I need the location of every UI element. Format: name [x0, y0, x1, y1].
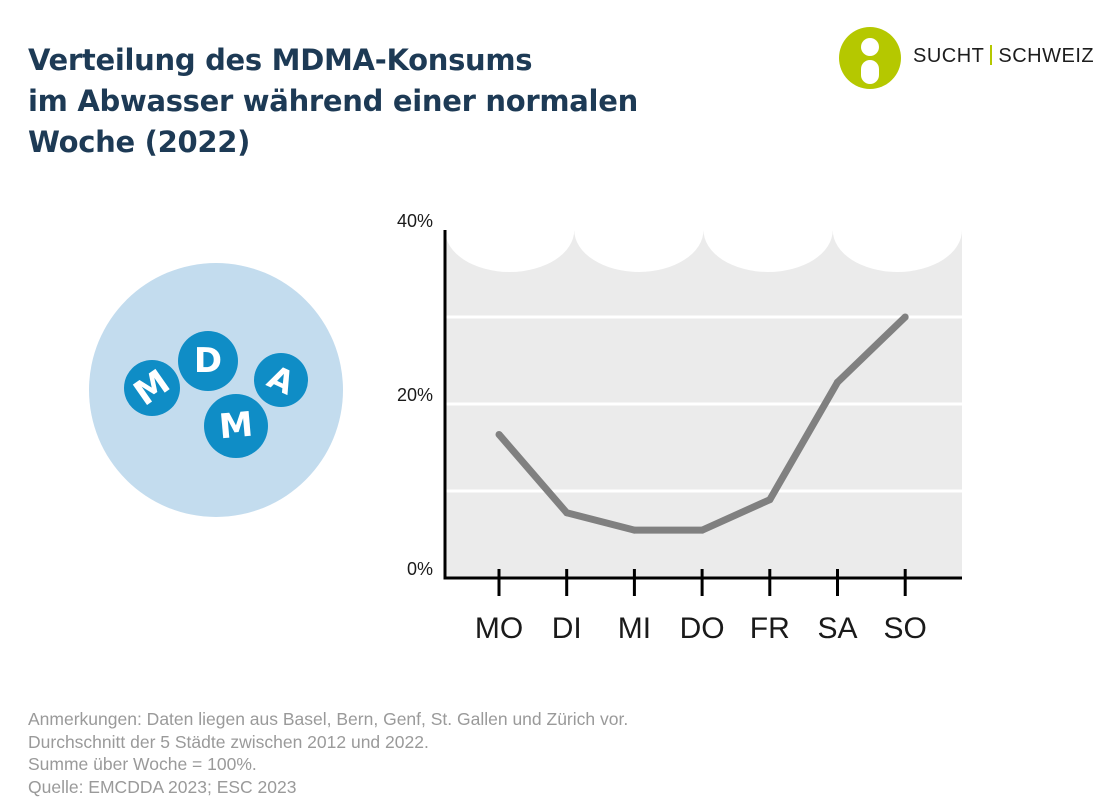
- gridlines: [445, 315, 962, 493]
- mdma-pills-illustration: M D A M: [89, 263, 343, 517]
- data-points: [495, 313, 909, 534]
- x-tick-label-do: DO: [680, 612, 725, 645]
- pill-background-circle: [89, 263, 343, 517]
- data-point-sa: [834, 378, 841, 386]
- data-point-so: [901, 313, 909, 321]
- title-line-2: im Abwasser während einer normalen: [28, 84, 638, 118]
- note-line-1: Anmerkungen: Daten liegen aus Basel, Ber…: [28, 709, 629, 729]
- x-tick-label-sa: SA: [817, 612, 857, 645]
- logo-person-icon: [839, 27, 901, 89]
- pill-d: D: [178, 331, 238, 391]
- data-point-fr: [766, 496, 774, 504]
- x-axis-labels: MO DI MI DO FR SA SO: [475, 612, 927, 645]
- title-line-1: Verteilung des MDMA-Konsums: [28, 43, 533, 77]
- title-line-3: Woche (2022): [28, 125, 251, 159]
- logo-separator: [990, 45, 993, 65]
- sucht-schweiz-logo: SUCHT SCHWEIZ: [838, 26, 1094, 90]
- data-point-di: [563, 509, 571, 517]
- line-chart: 0% 20% 40% MO DI MI DO FR SA SO: [397, 211, 962, 645]
- y-tick-label: 40%: [397, 211, 433, 231]
- logo-word-right: SCHWEIZ: [998, 45, 1095, 67]
- y-axis-labels: 0% 20% 40%: [397, 211, 433, 579]
- pill-m2: M: [204, 394, 268, 458]
- y-tick-label: 0%: [407, 559, 433, 579]
- x-tick-label-so: SO: [884, 612, 927, 645]
- pill-m1: M: [124, 360, 180, 416]
- x-axis-ticks: [497, 569, 907, 596]
- x-tick-label-fr: FR: [750, 612, 790, 645]
- data-point-do: [698, 526, 706, 534]
- note-line-2: Durchschnitt der 5 Städte zwischen 2012 …: [28, 731, 429, 752]
- data-point-mi: [630, 526, 638, 534]
- data-point-mo: [495, 430, 503, 438]
- chart-notes: Anmerkungen: Daten liegen aus Basel, Ber…: [28, 708, 628, 798]
- x-tick-label-mo: MO: [475, 612, 523, 645]
- note-line-3: Summe über Woche = 100%.: [28, 754, 257, 774]
- logo-word-left: SUCHT: [913, 45, 985, 67]
- logo-wordmark: SUCHT SCHWEIZ: [913, 45, 1094, 68]
- note-line-4: Quelle: EMCDDA 2023; ESC 2023: [28, 776, 297, 797]
- x-tick-label-di: DI: [552, 612, 582, 645]
- pill-letter-m2: M: [217, 405, 254, 448]
- pill-letter-d: D: [194, 341, 222, 381]
- chart-title: Verteilung des MDMA-Konsums im Abwasser …: [28, 40, 638, 163]
- pill-a: A: [254, 353, 308, 407]
- y-tick-label: 20%: [397, 385, 433, 405]
- x-tick-label-mi: MI: [618, 612, 651, 645]
